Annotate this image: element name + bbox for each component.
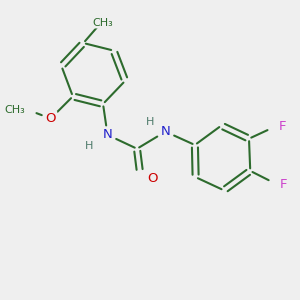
Text: CH₃: CH₃ (93, 18, 113, 28)
Text: F: F (279, 120, 286, 133)
Text: F: F (280, 178, 287, 191)
Text: N: N (160, 125, 170, 138)
Text: O: O (45, 112, 56, 125)
Text: H: H (85, 141, 93, 151)
Text: N: N (103, 128, 112, 141)
Text: O: O (147, 172, 158, 185)
Text: H: H (146, 117, 154, 127)
Text: CH₃: CH₃ (4, 105, 25, 115)
